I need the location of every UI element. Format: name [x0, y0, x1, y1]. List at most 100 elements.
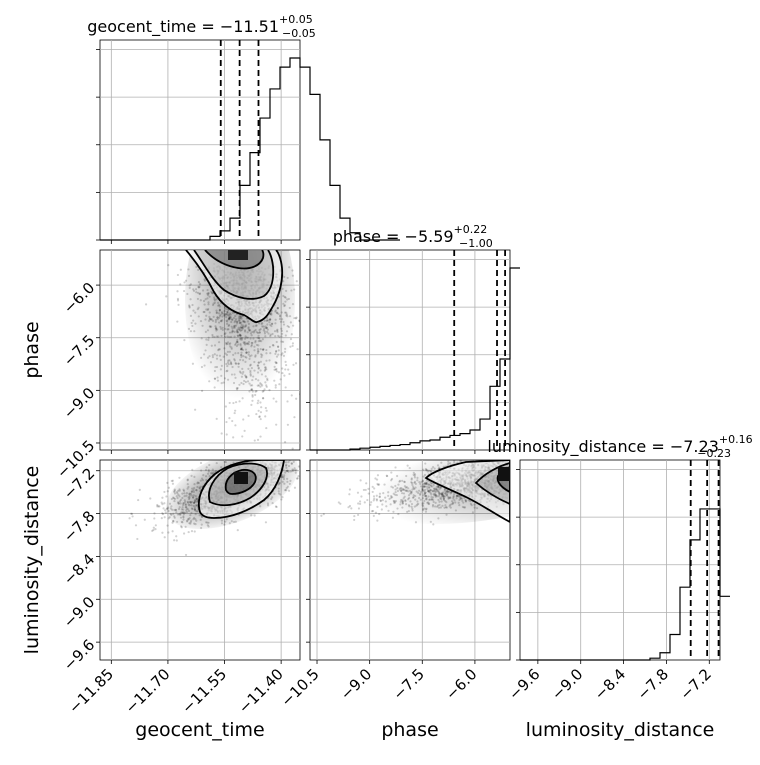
sample-point [278, 482, 281, 485]
sample-point [431, 496, 435, 499]
sample-point [421, 485, 424, 489]
sample-point [266, 502, 270, 505]
sample-point [423, 499, 426, 503]
sample-point [262, 389, 265, 393]
sample-point [376, 505, 379, 508]
sample-point [231, 365, 234, 369]
sample-point [294, 471, 297, 474]
sample-point [274, 444, 276, 446]
sample-point [189, 521, 192, 524]
sample-point [197, 315, 200, 318]
sample-point [193, 330, 196, 333]
sample-point [319, 440, 321, 442]
sample-point [371, 417, 373, 419]
sample-point [413, 474, 416, 477]
sample-point [457, 495, 460, 498]
sample-point [212, 315, 215, 318]
sample-point [256, 348, 260, 351]
sample-point [260, 373, 264, 376]
sample-point [220, 374, 223, 377]
sample-point [228, 317, 231, 320]
sample-point [249, 332, 253, 335]
sample-point [226, 310, 229, 314]
sample-point [410, 502, 414, 506]
sample-point [267, 332, 270, 335]
sample-point [278, 317, 282, 321]
sample-point [228, 312, 232, 315]
sample-point [291, 344, 294, 347]
sample-point [189, 492, 193, 495]
sample-point [413, 473, 417, 476]
sample-point [408, 505, 411, 508]
sample-point [320, 514, 323, 517]
sample-point [363, 501, 366, 504]
sample-point [199, 485, 202, 488]
sample-point [272, 457, 274, 459]
sample-point [240, 351, 243, 354]
sample-point [263, 369, 266, 372]
sample-point [250, 388, 253, 391]
sample-point [414, 486, 417, 489]
sample-point [179, 525, 183, 528]
sample-point [227, 317, 231, 320]
sample-point [312, 451, 314, 453]
sample-point [187, 274, 191, 277]
sample-point [436, 504, 440, 507]
sample-point [203, 353, 206, 356]
sample-point [414, 494, 417, 498]
sample-point [186, 519, 189, 522]
sample-point [401, 500, 404, 503]
sample-point [288, 315, 292, 318]
sample-point [282, 320, 285, 324]
sample-point [176, 290, 179, 293]
sample-point [167, 517, 170, 520]
sample-point [259, 401, 262, 404]
sample-point [194, 495, 197, 498]
sample-point [448, 505, 451, 508]
sample-point [226, 361, 230, 364]
sample-point [394, 500, 398, 503]
sample-point [434, 488, 437, 491]
sample-point [432, 500, 435, 503]
sample-point [284, 488, 288, 492]
sample-point [256, 336, 259, 339]
sample-point [216, 376, 219, 379]
sample-point [428, 498, 431, 501]
sample-point [237, 343, 240, 346]
sample-point [450, 500, 454, 503]
sample-point [239, 326, 242, 329]
sample-point [434, 492, 437, 495]
sample-point [239, 329, 242, 332]
sample-point [256, 438, 260, 441]
sample-point [227, 452, 229, 454]
sample-point [237, 362, 240, 365]
sample-point [228, 318, 231, 321]
sample-point [408, 489, 412, 492]
sample-point [360, 495, 363, 498]
sample-point [193, 530, 196, 533]
sample-point [419, 498, 422, 501]
sample-point [285, 311, 288, 314]
sample-point [242, 355, 245, 358]
sample-point [298, 319, 300, 322]
sample-point [303, 448, 305, 450]
sample-point [180, 511, 183, 514]
sample-point [184, 279, 188, 282]
sample-point [287, 368, 290, 371]
sample-point [220, 364, 223, 367]
sample-point [161, 531, 164, 534]
sample-point [420, 490, 423, 493]
sample-point [199, 518, 202, 521]
sample-point [444, 492, 447, 495]
sample-point [274, 453, 276, 455]
sample-point [425, 482, 428, 486]
sample-point [435, 505, 439, 508]
sample-point [421, 480, 424, 483]
sample-point [176, 273, 180, 277]
sample-point [244, 325, 247, 328]
sample-point [264, 521, 268, 524]
sample-point [495, 458, 497, 460]
sample-point [250, 345, 253, 348]
sample-point [232, 316, 236, 320]
sample-point [134, 524, 138, 527]
